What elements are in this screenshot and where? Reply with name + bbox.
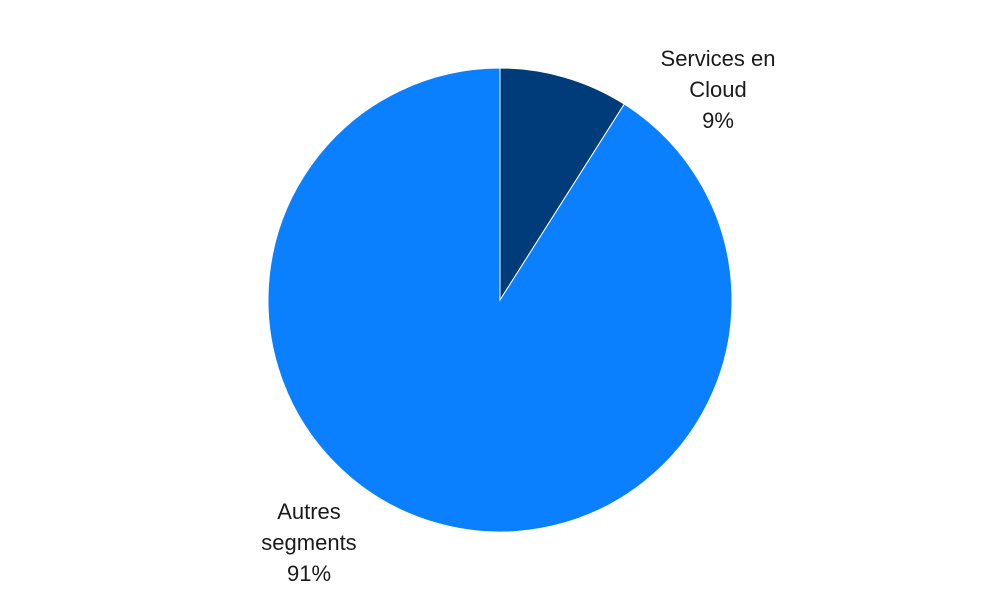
slices-layer [267, 67, 733, 533]
data-label-1: Services en Cloud 9% [661, 46, 776, 133]
data-label-line: Services en [661, 46, 776, 71]
data-label-value: 9% [702, 108, 734, 133]
data-label-line: Cloud [689, 77, 746, 102]
pie-slice-1 [499, 67, 626, 302]
pie-slice-2 [267, 67, 733, 533]
data-label-line: Autres [277, 499, 341, 524]
labels-layer: Services en Cloud 9% Autres segments 91% [261, 46, 775, 586]
data-label-2: Autres segments 91% [261, 499, 356, 586]
data-label-line: segments [261, 530, 356, 555]
data-label-value: 91% [287, 561, 331, 586]
